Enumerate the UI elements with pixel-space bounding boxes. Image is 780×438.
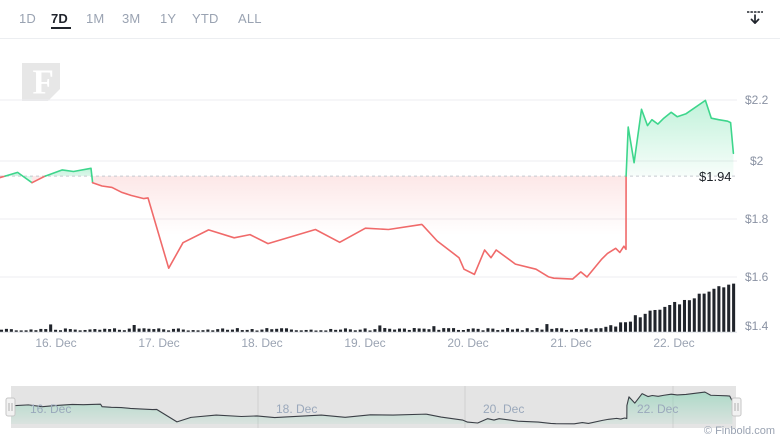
svg-text:20. Dec: 20. Dec bbox=[483, 402, 524, 416]
svg-text:© Finbold.com: © Finbold.com bbox=[704, 425, 775, 437]
svg-text:16. Dec: 16. Dec bbox=[30, 402, 71, 416]
svg-text:18. Dec: 18. Dec bbox=[276, 402, 317, 416]
svg-text:22. Dec: 22. Dec bbox=[637, 402, 678, 416]
